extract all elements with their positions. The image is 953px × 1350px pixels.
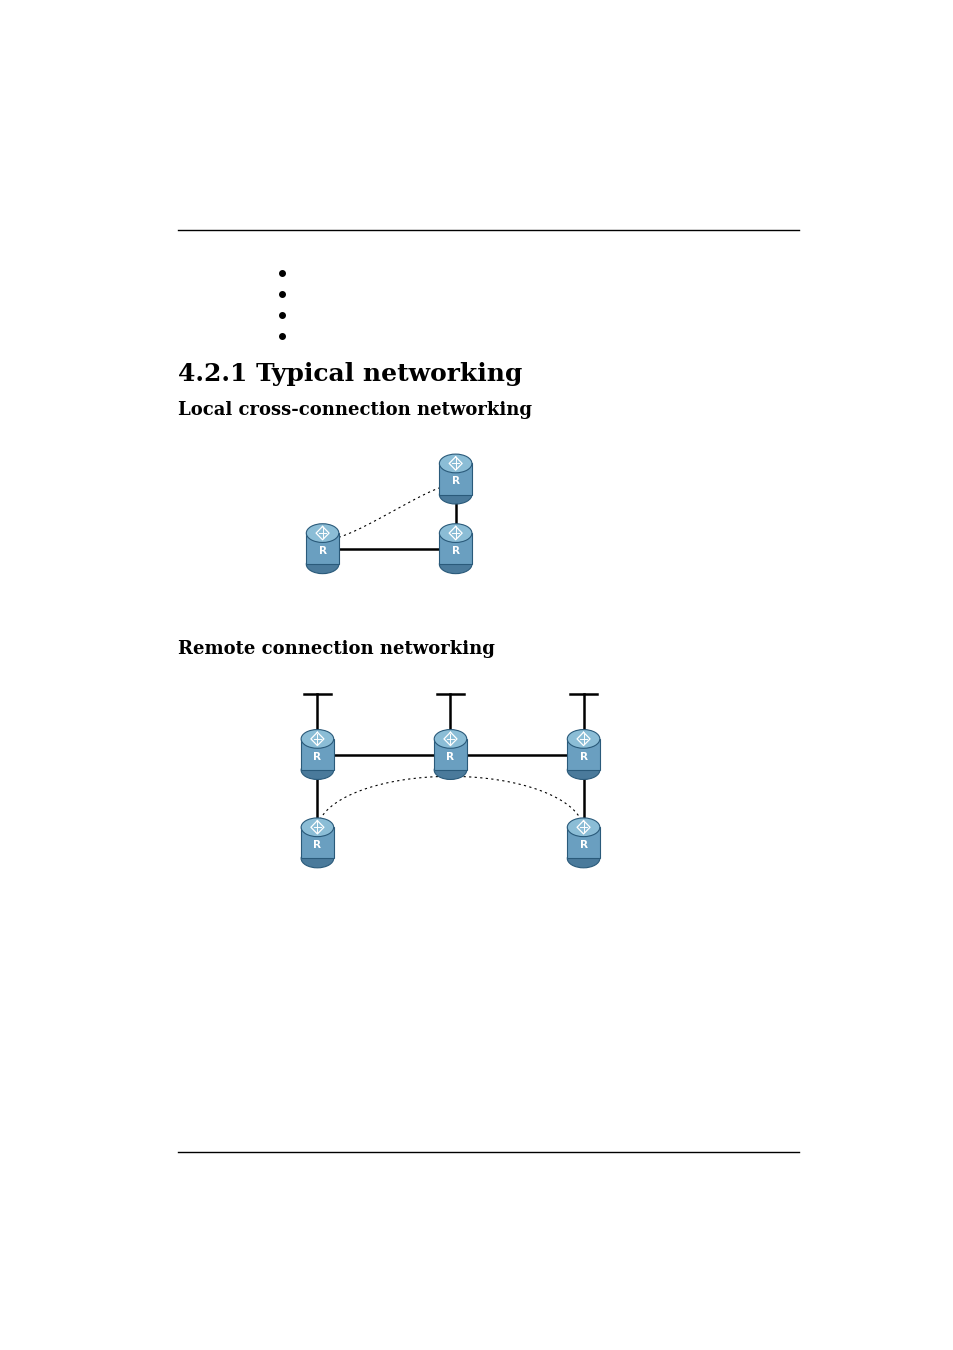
Bar bbox=[301, 828, 334, 859]
Ellipse shape bbox=[301, 818, 334, 837]
Bar bbox=[567, 738, 599, 769]
Bar bbox=[306, 533, 338, 564]
Ellipse shape bbox=[567, 761, 599, 779]
Ellipse shape bbox=[306, 555, 338, 574]
Text: 4.2.1 Typical networking: 4.2.1 Typical networking bbox=[178, 362, 522, 386]
Text: R: R bbox=[579, 752, 587, 761]
Ellipse shape bbox=[306, 524, 338, 543]
Text: R: R bbox=[314, 840, 321, 850]
Text: Remote connection networking: Remote connection networking bbox=[178, 640, 495, 659]
Ellipse shape bbox=[567, 849, 599, 868]
Ellipse shape bbox=[434, 761, 466, 779]
Ellipse shape bbox=[439, 524, 472, 543]
Text: R: R bbox=[318, 545, 326, 556]
Bar bbox=[434, 738, 466, 769]
Text: R: R bbox=[579, 840, 587, 850]
Ellipse shape bbox=[434, 729, 466, 748]
Bar bbox=[439, 463, 472, 494]
Bar bbox=[439, 533, 472, 564]
Text: Local cross-connection networking: Local cross-connection networking bbox=[178, 401, 532, 418]
Ellipse shape bbox=[439, 555, 472, 574]
Ellipse shape bbox=[301, 729, 334, 748]
Bar bbox=[301, 738, 334, 769]
Text: R: R bbox=[451, 545, 459, 556]
Ellipse shape bbox=[439, 485, 472, 504]
Ellipse shape bbox=[301, 849, 334, 868]
Ellipse shape bbox=[567, 729, 599, 748]
Ellipse shape bbox=[301, 761, 334, 779]
Bar bbox=[567, 828, 599, 859]
Ellipse shape bbox=[439, 454, 472, 472]
Ellipse shape bbox=[567, 818, 599, 837]
Text: R: R bbox=[446, 752, 454, 761]
Text: R: R bbox=[451, 477, 459, 486]
Text: R: R bbox=[314, 752, 321, 761]
